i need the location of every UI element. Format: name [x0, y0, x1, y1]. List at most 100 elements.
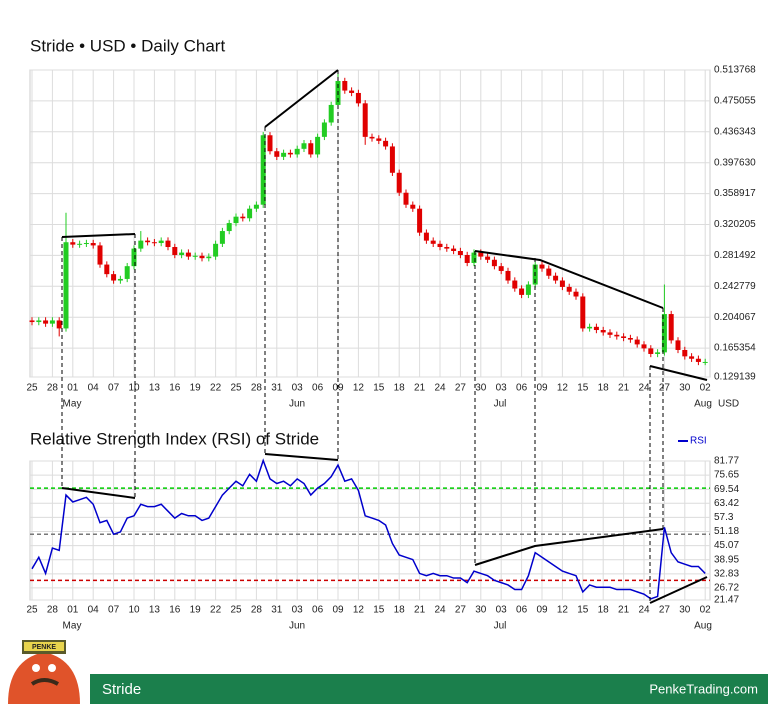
mustache: [30, 678, 59, 686]
x-tick-label: 19: [190, 383, 202, 394]
x-tick-label: 13: [149, 605, 161, 616]
candle-body: [240, 216, 246, 219]
y-tick-label: 0.204067: [714, 312, 756, 323]
x-tick-label: 30: [679, 605, 691, 616]
x-tick-label: 19: [190, 605, 202, 616]
y-tick-label: 0.436343: [714, 126, 756, 137]
y-tick-label: 0.242779: [714, 281, 756, 292]
month-label: Aug: [694, 621, 712, 632]
candle-body: [294, 148, 300, 155]
candle-body: [491, 259, 497, 267]
y-tick-label: 0.475055: [714, 96, 756, 107]
x-tick-label: 12: [353, 383, 365, 394]
x-tick-label: 15: [577, 605, 589, 616]
trend-lines: [61, 69, 708, 604]
unit-label: USD: [718, 399, 739, 410]
candle-body: [145, 240, 151, 243]
candle-body: [90, 243, 96, 246]
candle-body: [437, 243, 443, 248]
legend-label: RSI: [690, 436, 707, 447]
x-tick-label: 18: [394, 605, 406, 616]
candle-body: [355, 92, 361, 104]
x-tick-label: 03: [496, 383, 508, 394]
x-tick-label: 06: [312, 383, 324, 394]
x-tick-label: 09: [536, 605, 548, 616]
y-tick-label: 32.83: [714, 568, 739, 579]
candle-body: [621, 336, 627, 339]
trend-line: [649, 365, 708, 381]
x-tick-label: 15: [577, 383, 589, 394]
x-tick-label: 24: [638, 605, 650, 616]
month-label: Jun: [289, 399, 305, 410]
footer-site: PenkeTrading.com: [649, 681, 758, 696]
candle-body: [627, 338, 633, 340]
candle-body: [111, 274, 117, 281]
candle-body: [430, 240, 436, 244]
y-tick-label: 0.513768: [714, 65, 756, 76]
x-tick-label: 06: [516, 605, 528, 616]
y-tick-label: 81.77: [714, 456, 739, 467]
candle-body: [600, 330, 606, 333]
y-tick-label: 63.42: [714, 498, 739, 509]
x-tick-label: 18: [394, 383, 406, 394]
candle-body: [668, 314, 674, 341]
trend-line: [264, 453, 339, 461]
x-tick-label: 25: [26, 605, 38, 616]
x-tick-label: 24: [638, 383, 650, 394]
candle-body: [417, 208, 423, 233]
month-label: May: [63, 399, 82, 410]
candle-body: [682, 349, 688, 357]
y-tick-label: 0.129139: [714, 372, 756, 383]
x-tick-label: 22: [210, 605, 222, 616]
candle-body: [614, 334, 620, 337]
candle-body: [403, 192, 409, 205]
candle-body: [423, 232, 429, 241]
candle-body: [369, 136, 375, 139]
candle-body: [185, 252, 191, 257]
month-label: Aug: [694, 399, 712, 410]
candle-body: [36, 320, 42, 323]
x-tick-label: 06: [516, 383, 528, 394]
candle-body: [328, 104, 334, 123]
candle-body: [478, 252, 484, 257]
candle-body: [206, 256, 212, 259]
x-tick-label: 30: [475, 383, 487, 394]
candle-body: [63, 242, 69, 329]
candle-body: [70, 242, 76, 245]
x-tick-label: 28: [251, 383, 263, 394]
candle-body: [253, 204, 259, 209]
x-tick-label: 12: [353, 605, 365, 616]
x-tick-label: 28: [251, 605, 263, 616]
month-label: Jul: [494, 621, 507, 632]
candle-body: [83, 243, 89, 245]
candle-body: [274, 151, 280, 157]
x-tick-label: 15: [373, 605, 385, 616]
footer-name: Stride: [102, 681, 141, 698]
candle-body: [192, 255, 198, 257]
x-tick-label: 07: [108, 383, 120, 394]
candle-body: [179, 252, 185, 255]
x-tick-label: 25: [230, 383, 242, 394]
candle-body: [464, 254, 470, 263]
x-tick-label: 16: [169, 383, 181, 394]
x-tick-label: 02: [700, 605, 712, 616]
candle-body: [525, 284, 531, 295]
x-tick-label: 25: [230, 605, 242, 616]
x-tick-label: 03: [496, 605, 508, 616]
x-tick-label: 30: [679, 383, 691, 394]
hat-band: [24, 642, 64, 651]
trend-line: [264, 69, 339, 128]
candle-body: [641, 344, 647, 349]
x-tick-label: 21: [414, 383, 426, 394]
candle-body: [315, 136, 321, 155]
candle-body: [689, 356, 695, 359]
x-tick-label: 30: [475, 605, 487, 616]
x-tick-label: 28: [47, 605, 59, 616]
trend-line: [61, 487, 136, 499]
x-tick-label: 09: [332, 605, 344, 616]
candle-body: [410, 204, 416, 209]
x-tick-label: 10: [128, 605, 140, 616]
x-tick-label: 21: [414, 605, 426, 616]
y-tick-label: 0.397630: [714, 157, 756, 168]
